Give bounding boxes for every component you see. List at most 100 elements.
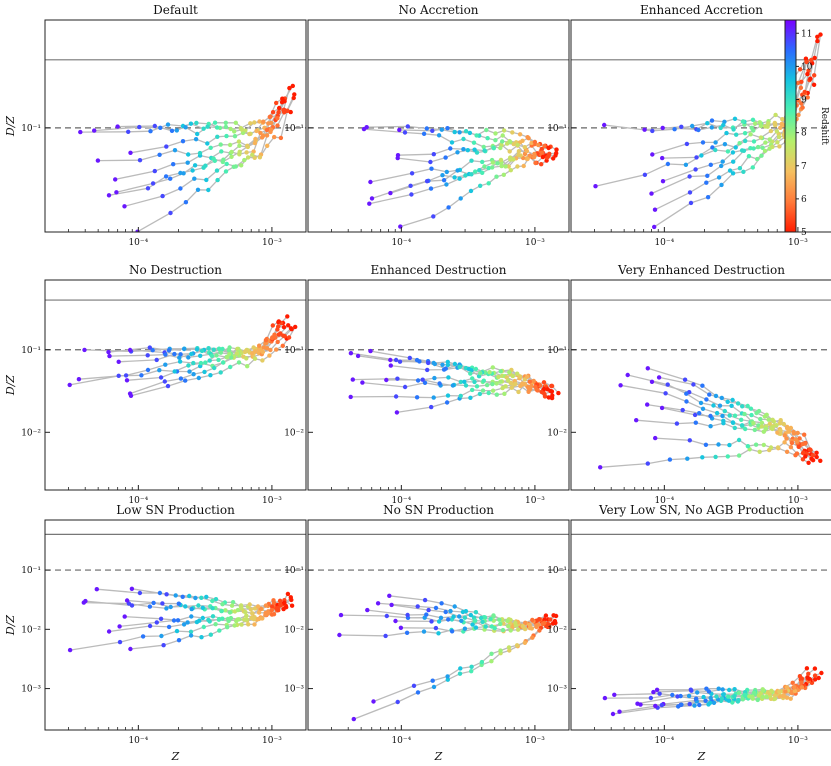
data-point — [94, 587, 100, 592]
data-point — [424, 126, 429, 131]
data-point — [719, 182, 724, 188]
data-point — [225, 616, 231, 622]
data-point — [395, 153, 401, 158]
data-point — [244, 150, 249, 155]
data-point — [180, 139, 186, 144]
panel-frame — [570, 19, 831, 233]
data-point — [692, 703, 697, 708]
data-point — [426, 360, 431, 366]
data-point — [404, 630, 410, 635]
data-point — [680, 407, 685, 413]
data-point — [477, 168, 482, 173]
data-point — [165, 383, 171, 389]
data-point — [117, 639, 123, 645]
data-point — [506, 645, 512, 650]
data-point — [429, 166, 434, 171]
data-point — [693, 420, 698, 425]
data-point — [106, 193, 112, 198]
data-point — [275, 339, 280, 345]
data-point — [268, 127, 274, 132]
data-point — [229, 603, 235, 608]
y-tick-label: 10⁻¹ — [547, 346, 567, 356]
data-point — [286, 323, 291, 328]
data-point — [784, 695, 790, 700]
data-point — [780, 117, 785, 122]
data-point — [511, 141, 516, 147]
data-point — [193, 137, 199, 142]
data-point — [542, 143, 547, 149]
data-point — [739, 423, 745, 428]
data-point — [402, 130, 408, 135]
data-point — [198, 360, 204, 366]
data-point — [719, 163, 724, 169]
x-tick-label: 10⁻³ — [262, 736, 282, 746]
data-point — [692, 412, 698, 418]
data-point — [706, 689, 712, 694]
track-line — [94, 94, 295, 132]
data-point — [742, 131, 748, 136]
data-point — [257, 155, 263, 160]
data-point — [78, 129, 83, 135]
x-tick-label: 10⁻⁴ — [128, 736, 148, 746]
data-point — [212, 158, 217, 163]
data-point — [746, 154, 752, 159]
data-point — [459, 618, 464, 623]
data-point — [241, 617, 247, 622]
data-point — [653, 703, 658, 709]
data-point — [649, 379, 655, 384]
data-point — [506, 164, 511, 169]
data-point — [351, 716, 356, 722]
data-point — [436, 619, 442, 624]
data-point — [686, 693, 692, 699]
y-tick-label: 10⁻¹ — [21, 124, 41, 134]
data-point — [395, 699, 400, 705]
data-point — [252, 120, 257, 125]
data-point — [755, 144, 761, 150]
data-point — [275, 123, 280, 128]
data-point — [389, 602, 394, 608]
data-point — [218, 370, 223, 375]
data-point — [234, 618, 239, 624]
data-point — [173, 593, 178, 598]
data-point — [708, 162, 713, 167]
data-point — [276, 319, 281, 324]
data-point — [473, 169, 478, 174]
data-point — [501, 128, 507, 133]
colorbar-gradient — [784, 19, 797, 233]
data-point — [688, 200, 694, 206]
panel-4: No Destruction 10⁻⁴ 10⁻³ 10⁻¹ 10⁻² D/Z — [4, 263, 307, 506]
data-point — [515, 627, 521, 632]
data-point — [687, 190, 693, 195]
data-point — [402, 384, 408, 390]
data-point — [522, 640, 528, 645]
data-point — [803, 454, 808, 459]
y-tick-label: 10⁻³ — [21, 685, 41, 695]
data-point — [725, 149, 731, 154]
data-point — [124, 598, 130, 603]
data-point — [338, 612, 344, 618]
data-point — [183, 378, 188, 383]
data-point — [554, 147, 559, 152]
data-point — [540, 621, 546, 626]
data-point — [455, 168, 460, 173]
data-point — [527, 625, 533, 631]
data-point — [152, 123, 157, 129]
data-point — [498, 379, 503, 384]
data-point — [197, 618, 202, 623]
y-tick-label: 10⁻¹ — [284, 124, 304, 134]
data-point — [751, 139, 757, 144]
data-point — [395, 376, 400, 381]
data-point — [250, 152, 255, 157]
data-point — [458, 379, 463, 385]
data-point — [425, 367, 430, 373]
data-point — [203, 360, 208, 365]
data-point — [216, 346, 222, 351]
data-point — [793, 437, 798, 442]
data-point — [724, 130, 729, 136]
data-point — [443, 609, 448, 615]
data-point — [721, 122, 726, 128]
data-point — [740, 119, 746, 124]
data-point — [107, 353, 112, 359]
data-point — [445, 362, 451, 368]
data-point — [800, 441, 806, 447]
